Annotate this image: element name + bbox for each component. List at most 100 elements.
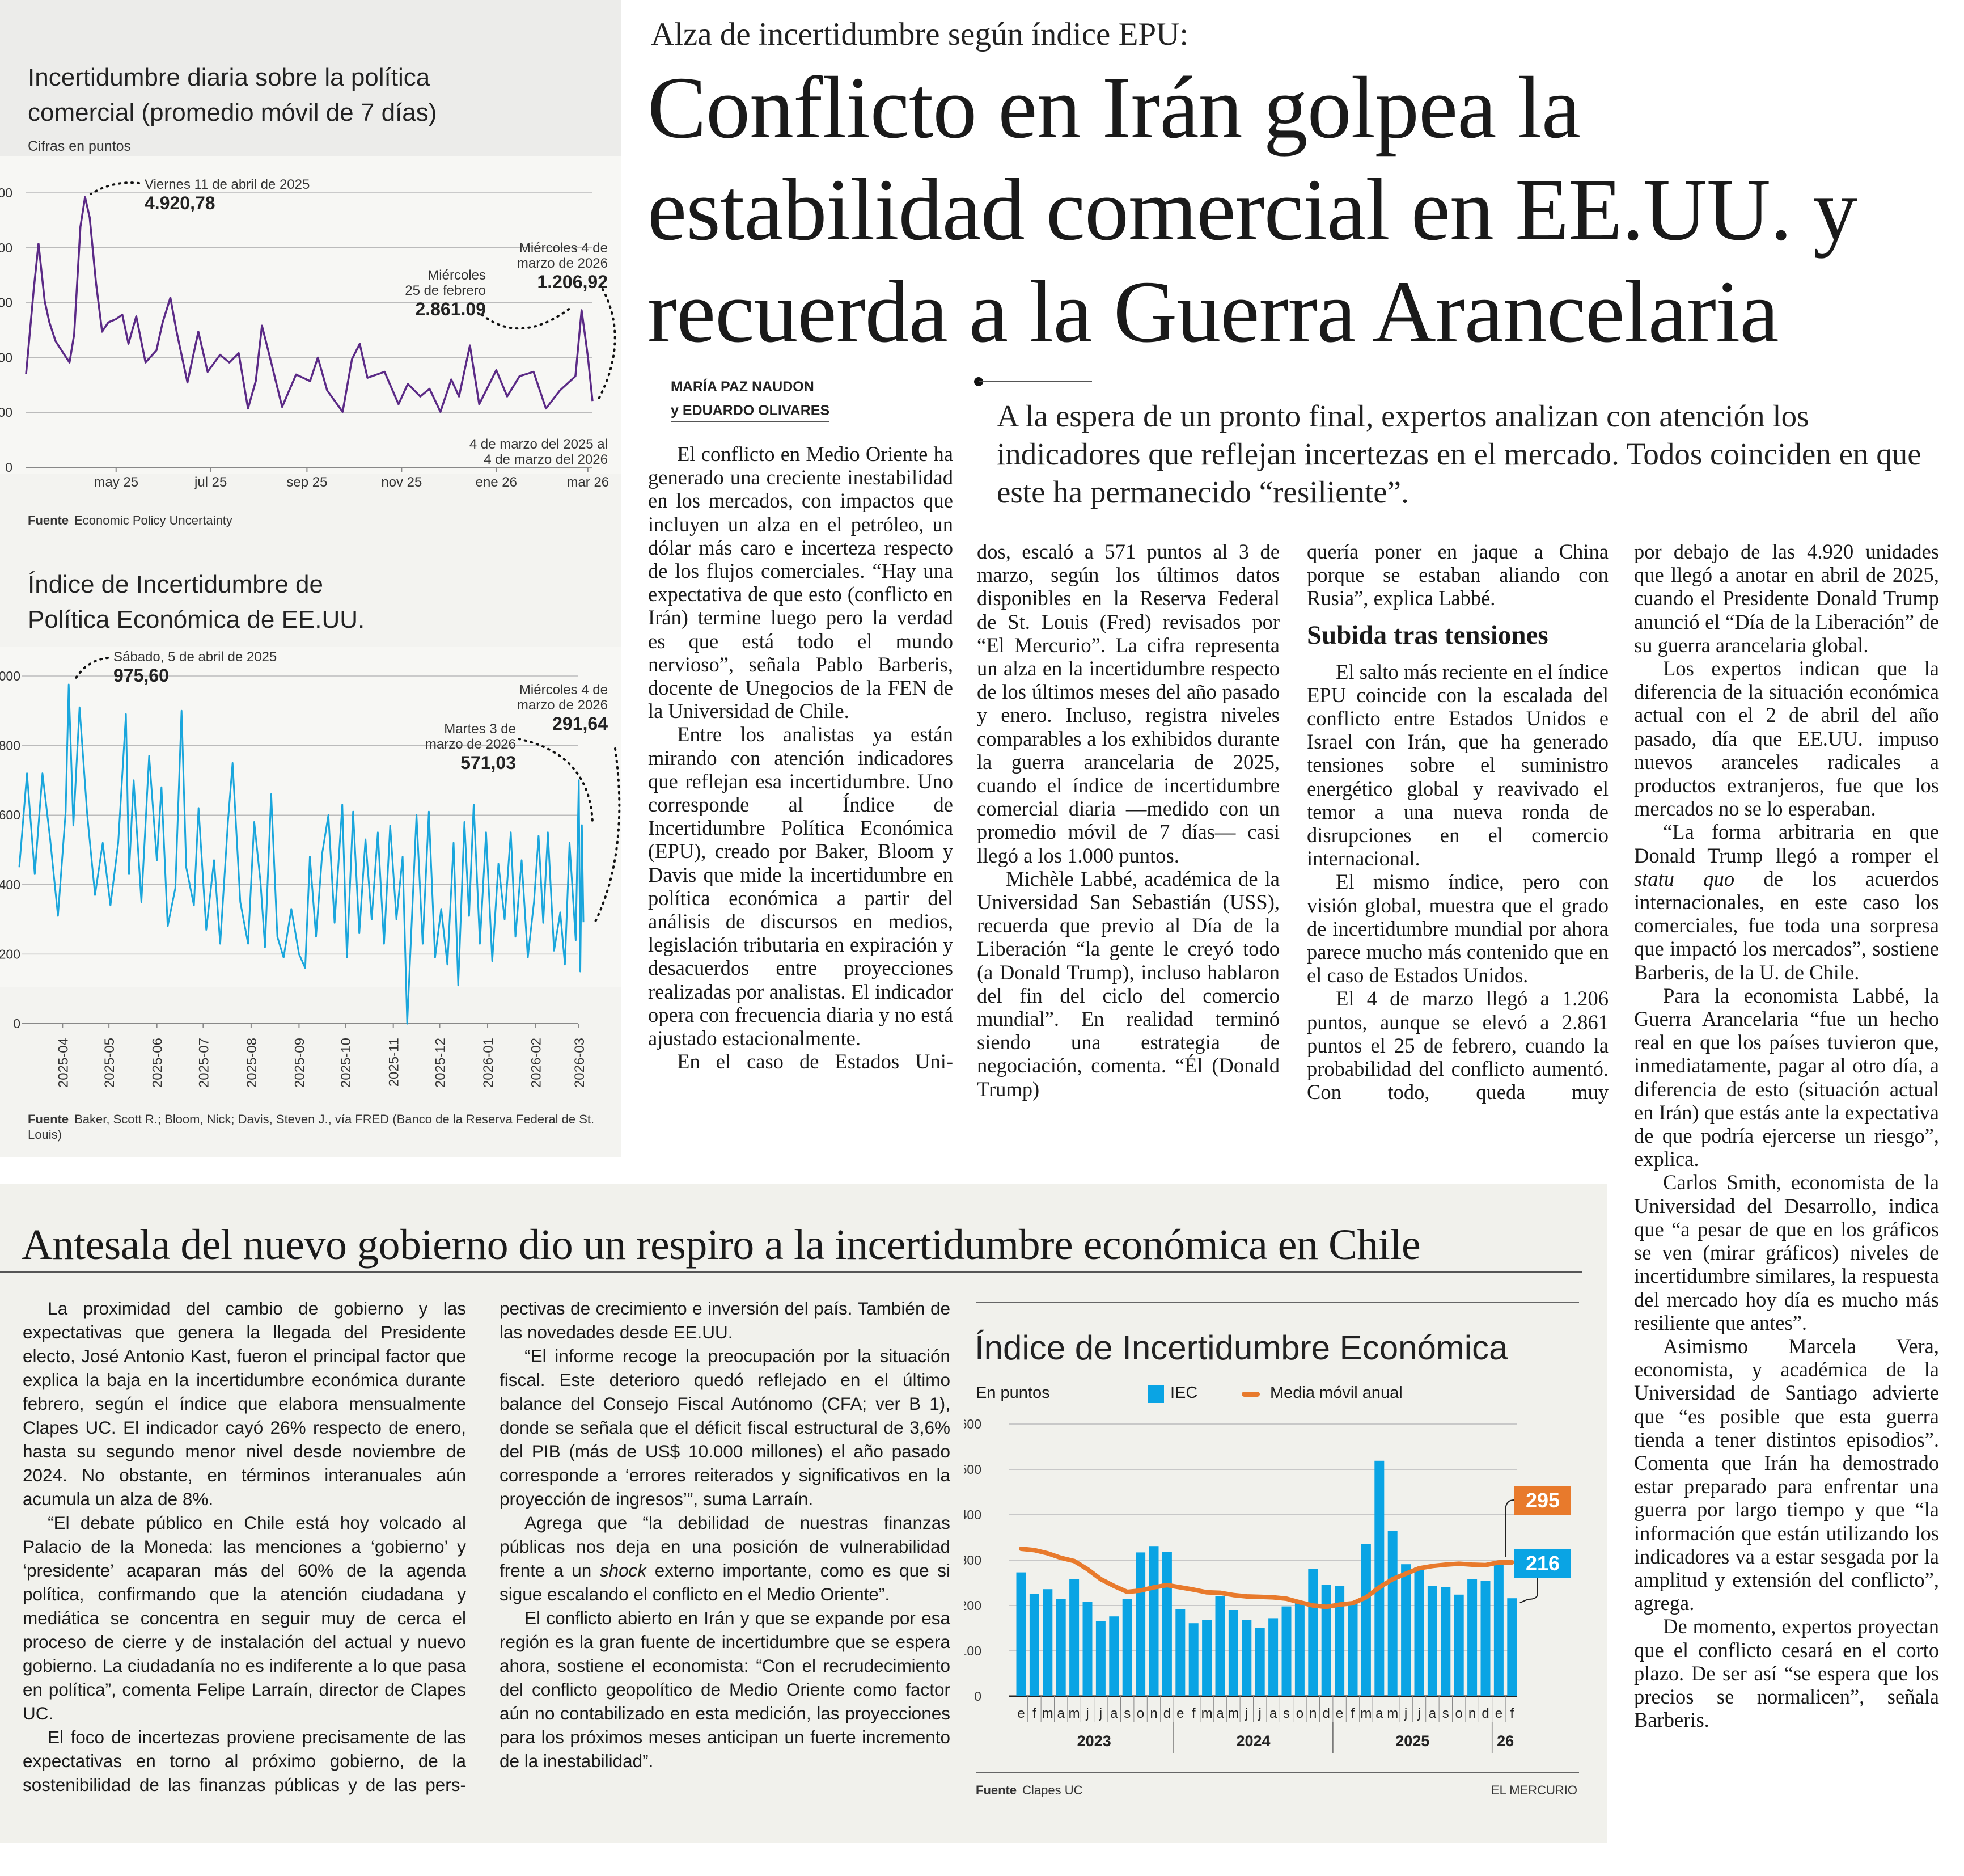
bar-iec (1122, 1599, 1132, 1696)
x-month-label: e (1336, 1706, 1343, 1721)
iec-bar-chart: 0100200300400500600efmamjjasondefmamjjas… (964, 1417, 1571, 1753)
x-month-label: j (1258, 1706, 1262, 1721)
x-month-label: f (1510, 1706, 1514, 1721)
text-run: de los acuerdos internacionales, en este… (1634, 867, 1939, 984)
x-tick-label: 2025-05 (102, 1038, 117, 1088)
bar-iec (1228, 1610, 1238, 1696)
y-tick-label: 400 (964, 1507, 981, 1522)
x-month-label: f (1351, 1706, 1355, 1721)
x-month-label: a (1216, 1706, 1224, 1721)
annotation-label: Miércoles 4 de (519, 240, 608, 256)
x-month-label: n (1150, 1706, 1157, 1721)
y-tick-label: 100 (964, 1643, 981, 1658)
x-month-label: m (1228, 1706, 1239, 1721)
epu-chart-title-line1: Índice de Incertidumbre de (28, 571, 323, 598)
headline-line: Conflicto en Irán golpea la (647, 58, 1581, 157)
paragraph: De momento, expertos proyectan que el co… (1634, 1615, 1939, 1732)
article-column-2: dos, escaló a 571 puntos al 3 de marzo, … (977, 540, 1280, 1101)
bar-iec (1454, 1594, 1464, 1696)
y-tick-label: 400 (0, 877, 20, 892)
source-text: Economic Policy Uncertainty (74, 513, 232, 527)
bar-iec (1255, 1628, 1265, 1696)
trade-chart-source: Fuente Economic Policy Uncertainty (28, 513, 232, 528)
x-month-label: m (1069, 1706, 1080, 1721)
x-month-label: j (1417, 1706, 1420, 1721)
annotation-label: marzo de 2026 (425, 737, 516, 752)
source-label: Fuente (28, 1112, 69, 1126)
x-month-label: j (1245, 1706, 1248, 1721)
bar-iec (1082, 1602, 1093, 1696)
paragraph: En el caso de Estados Uni- (677, 1050, 953, 1074)
bar-iec (1242, 1620, 1252, 1696)
annotation-label: Viernes 11 de abril de 2025 (145, 177, 310, 192)
text-run: externo importante, como es que si sigue… (500, 1560, 950, 1604)
x-month-label: o (1455, 1706, 1463, 1721)
bar-iec (1016, 1572, 1026, 1696)
x-year-label: 2023 (1077, 1733, 1111, 1750)
series-line (18, 683, 585, 1025)
x-tick-label: 2026-02 (528, 1038, 544, 1088)
sidebar-column-b: pectivas de crecimiento e inversión del … (500, 1296, 950, 1773)
bar-iec (1029, 1594, 1039, 1696)
x-year-label: 2024 (1236, 1733, 1270, 1750)
x-month-label: s (1442, 1706, 1449, 1721)
sidebar-box (0, 1184, 1607, 1843)
bar-iec (1268, 1618, 1279, 1696)
x-month-label: n (1468, 1706, 1476, 1721)
trade-feb-annotation: Miércoles 25 de febrero 2.861.09 (405, 268, 486, 320)
article-kicker: Alza de incertidumbre según índice EPU: (651, 16, 1189, 52)
y-tick-label: 800 (0, 738, 20, 753)
annotation-label: Miércoles 4 de (519, 682, 608, 698)
source-label: Fuente (28, 513, 69, 527)
paragraph: “El debate público en Chile está hoy vol… (23, 1512, 466, 1723)
x-month-label: s (1124, 1706, 1131, 1721)
x-tick-label: ene 26 (476, 475, 517, 490)
paragraph: La proximidad del cambio de gobierno y l… (23, 1298, 466, 1509)
annotation-value: 1.206,92 (537, 272, 608, 292)
y-tick-label: 4.000 (0, 240, 12, 255)
x-month-label: m (1201, 1706, 1213, 1721)
trade-chart-title-line2: comercial (promedio móvil de 7 días) (28, 99, 437, 126)
bar-iec (1361, 1544, 1371, 1696)
paragraph: El salto más reciente en el índice EPU c… (1307, 660, 1609, 871)
x-month-label: e (1495, 1706, 1502, 1721)
x-tick-label: 2025-08 (244, 1038, 260, 1088)
byline-author-2: y EDUARDO OLIVARES (671, 403, 830, 422)
y-tick-label: 0 (5, 460, 12, 475)
sidebar-column-a: La proximidad del cambio de gobierno y l… (23, 1296, 466, 1797)
iec-chart-title: Índice de Incertidumbre Económica (975, 1329, 1508, 1367)
x-tick-label: 2025-06 (150, 1038, 166, 1088)
x-tick-label: may 25 (94, 475, 138, 490)
y-tick-label: 2.000 (0, 350, 12, 365)
y-tick-label: 200 (964, 1598, 981, 1613)
bar-iec (1480, 1581, 1491, 1696)
callout-iec-arrow (1519, 1578, 1538, 1604)
italic-text: shock (599, 1560, 647, 1581)
bar-iec (1374, 1460, 1385, 1696)
paragraph: Para la economista Labbé, la Guerra Aran… (1634, 983, 1939, 1171)
trade-chart-header (0, 0, 621, 156)
headline-line: recuerda a la Guerra Arancelaria (647, 263, 1779, 361)
x-year-label: 2025 (1395, 1733, 1429, 1750)
trade-range-note: 4 de marzo del 2025 al 4 de marzo del 20… (469, 437, 608, 467)
annotation-connector (594, 747, 621, 923)
callout-iec-value: 216 (1526, 1552, 1560, 1575)
bar-iec (1175, 1609, 1186, 1696)
paragraph: quería poner en jaque a China porque se … (1307, 540, 1609, 610)
legend-iec-label: IEC (1170, 1384, 1198, 1402)
text-run: Agrega que “la debilidad de nuestras fin… (500, 1512, 950, 1581)
series-line (25, 196, 594, 413)
x-year-label: 26 (1497, 1733, 1514, 1750)
y-tick-label: 0 (974, 1689, 981, 1704)
article-column-3: quería poner en jaque a China porque se … (1307, 540, 1609, 1104)
epu-chart-title-line2: Política Económica de EE.UU. (28, 606, 365, 633)
source-text: Baker, Scott R.; Bloom, Nick; Davis, Ste… (28, 1112, 595, 1142)
legend-iec-swatch (1148, 1385, 1164, 1403)
bar-iec (1308, 1569, 1318, 1696)
x-tick-label: 2025-07 (196, 1038, 211, 1088)
annotation-connector (90, 181, 140, 195)
x-tick-label: sep 25 (286, 475, 327, 490)
annotation-label: Martes 3 de (444, 721, 516, 737)
annotation-connector (518, 738, 594, 823)
bar-iec (1188, 1623, 1199, 1696)
